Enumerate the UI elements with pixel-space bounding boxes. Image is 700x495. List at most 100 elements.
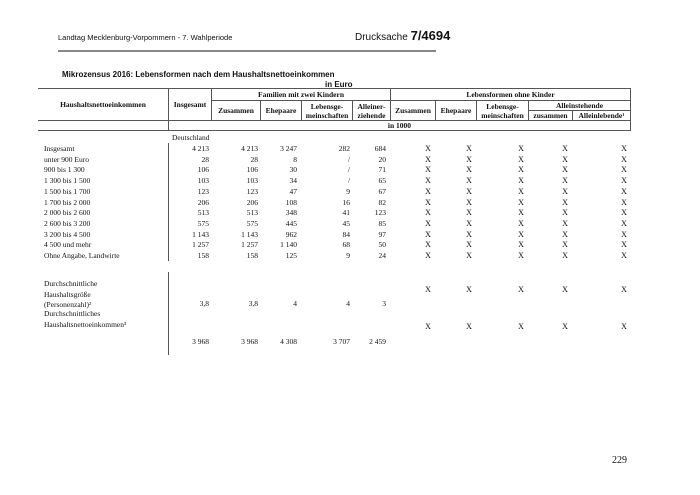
unit-label: in Euro	[325, 80, 353, 89]
cell-value: 65	[378, 176, 387, 186]
cell-x: X	[425, 285, 431, 294]
cell-value: 348	[285, 208, 297, 218]
divider	[38, 130, 170, 131]
cell-x: X	[562, 208, 568, 218]
cell-x: X	[425, 218, 431, 228]
cell-value: 282	[338, 144, 350, 153]
row-label: 3 200 bis 4 500	[44, 229, 91, 239]
running-header-right: Drucksache 7/4694	[355, 28, 450, 43]
cell-value: 41	[342, 208, 351, 218]
cell-value: 24	[378, 251, 387, 260]
row-label: Ohne Angabe, Landwirte	[44, 251, 120, 260]
cell-x: X	[518, 285, 524, 294]
cell-x: X	[466, 322, 472, 331]
cell-x: X	[562, 251, 568, 260]
cell-x: X	[621, 197, 627, 207]
cell-x: X	[621, 322, 627, 331]
cell-value: 45	[342, 218, 351, 228]
cell-value: 1 257	[241, 240, 258, 250]
row-label: 1 700 bis 2 000	[44, 197, 91, 207]
cell-x: X	[518, 322, 524, 331]
cell-x: X	[425, 208, 431, 218]
cell-x: X	[621, 229, 627, 239]
cell-x: X	[562, 322, 568, 331]
row-label: 900 bis 1 300	[44, 165, 85, 175]
page-number: 229	[612, 455, 627, 466]
cell-value: 206	[246, 197, 258, 207]
cell-value: 1 143	[192, 229, 209, 239]
cell-value: 28	[201, 154, 210, 164]
cell-x: X	[621, 285, 627, 294]
cell-x: X	[466, 229, 472, 239]
cell-x: X	[425, 251, 431, 260]
cell-x: X	[621, 186, 627, 196]
avg-size-value: 3,8	[248, 299, 258, 308]
row-label: unter 900 Euro	[44, 154, 89, 164]
cell-value: 84	[342, 229, 351, 239]
row-label: Insgesamt	[44, 144, 75, 153]
cell-x: X	[621, 251, 627, 260]
cell-x: X	[466, 285, 472, 294]
cell-x: X	[518, 229, 524, 239]
row-label: 2 000 bis 2 600	[44, 208, 91, 218]
cell-value: 71	[378, 165, 387, 175]
cell-x: X	[518, 176, 524, 186]
col-g1-lebensgemeinschaften: Lebensge-meinschaften	[301, 100, 353, 121]
cell-x: X	[621, 176, 627, 186]
cell-value: 106	[197, 165, 209, 175]
cell-value: 34	[289, 176, 298, 186]
col-g3-zusammen: zusammen	[528, 110, 573, 121]
cell-value: 123	[374, 208, 386, 218]
col-g1-alleinerziehende: Alleiner-ziehende	[352, 100, 391, 121]
cell-x: X	[621, 240, 627, 250]
cell-value: 85	[378, 218, 387, 228]
cell-x: X	[562, 186, 568, 196]
cell-value: 4 213	[241, 144, 258, 153]
cell-x: X	[562, 229, 568, 239]
cell-x: X	[518, 165, 524, 175]
avg-income-value: 4 308	[280, 337, 297, 346]
cell-x: X	[425, 322, 431, 331]
cell-x: X	[466, 197, 472, 207]
avg-income-value: 3 968	[192, 337, 209, 346]
cell-x: X	[466, 144, 472, 153]
col-g1-zusammen: Zusammen	[211, 100, 261, 121]
cell-value: 97	[378, 229, 387, 239]
cell-x: X	[425, 154, 431, 164]
group-familien: Familien mit zwei Kindern	[211, 88, 391, 101]
cell-value: 9	[346, 251, 350, 260]
cell-x: X	[562, 165, 568, 175]
row-label: 1 500 bis 1 700	[44, 186, 91, 196]
avg-income-value: 3 968	[241, 337, 258, 346]
cell-value: 30	[289, 165, 298, 175]
cell-value: /	[347, 154, 350, 164]
cell-value: 103	[197, 176, 209, 186]
cell-value: 158	[246, 251, 258, 260]
cell-value: 1 143	[241, 229, 258, 239]
cell-value: 108	[285, 197, 297, 207]
cell-value: /	[347, 176, 350, 186]
cell-value: /	[347, 165, 350, 175]
cell-x: X	[425, 229, 431, 239]
cell-value: 103	[246, 176, 258, 186]
avg-size-value: 3,8	[199, 299, 209, 308]
avg-size-value: 3	[382, 299, 386, 308]
col-g2-ehepaare: Ehepaare	[435, 100, 477, 121]
cell-x: X	[425, 186, 431, 196]
cell-x: X	[518, 218, 524, 228]
table-title: Mikrozensus 2016: Lebensformen nach dem …	[62, 70, 335, 79]
col-row-label: Haushaltsnettoeinkommen	[38, 88, 169, 121]
cell-value: 513	[197, 208, 209, 218]
cell-x: X	[466, 176, 472, 186]
cell-x: X	[518, 197, 524, 207]
cell-x: X	[621, 165, 627, 175]
cell-value: 8	[293, 154, 297, 164]
cell-value: 445	[285, 218, 297, 228]
cell-x: X	[621, 208, 627, 218]
unit-row: in 1000	[168, 120, 631, 131]
col-insgesamt: Insgesamt	[168, 88, 212, 121]
cell-value: 1 140	[280, 240, 297, 250]
row-label: 4 500 und mehr	[44, 240, 92, 250]
cell-x: X	[562, 197, 568, 207]
